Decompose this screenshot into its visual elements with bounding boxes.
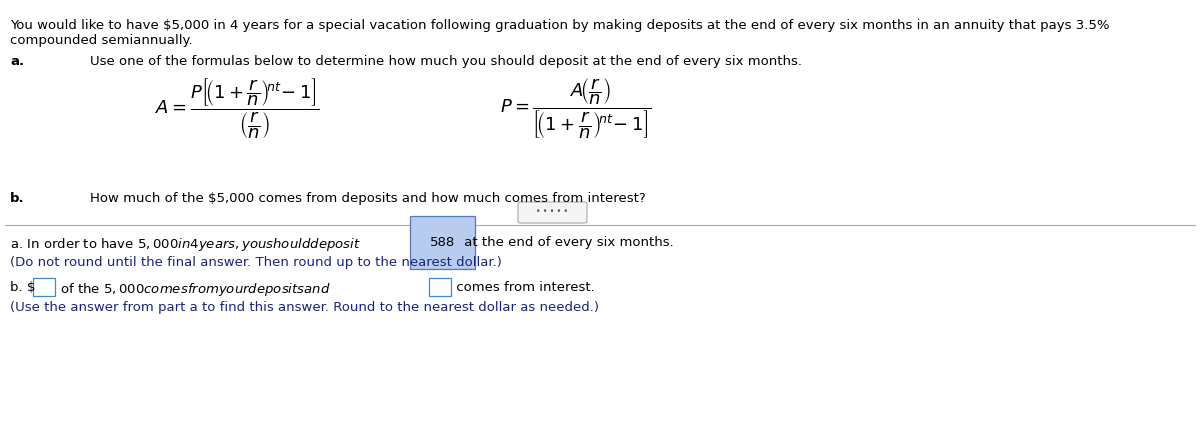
Text: Use one of the formulas below to determine how much you should deposit at the en: Use one of the formulas below to determi… xyxy=(90,55,802,68)
Text: comes from interest.: comes from interest. xyxy=(452,281,595,294)
Text: at the end of every six months.: at the end of every six months. xyxy=(460,236,673,249)
FancyBboxPatch shape xyxy=(430,278,451,296)
Text: a. In order to have $5,000 in 4 years, you should deposit $: a. In order to have $5,000 in 4 years, y… xyxy=(10,236,361,253)
Text: You would like to have $5,000 in 4 years for a special vacation following gradua: You would like to have $5,000 in 4 years… xyxy=(10,19,1110,32)
Text: 588: 588 xyxy=(430,236,455,249)
Text: (Do not round until the final answer. Then round up to the nearest dollar.): (Do not round until the final answer. Th… xyxy=(10,256,502,269)
Text: • • • • •: • • • • • xyxy=(536,208,568,217)
FancyBboxPatch shape xyxy=(518,202,587,223)
Text: a.: a. xyxy=(10,55,24,68)
Text: How much of the $5,000 comes from deposits and how much comes from interest?: How much of the $5,000 comes from deposi… xyxy=(90,192,646,205)
Text: of the $5,000 comes from your deposits and $: of the $5,000 comes from your deposits a… xyxy=(56,281,331,298)
Text: $P = \dfrac{A\!\left(\dfrac{r}{n}\right)}{\left[\!\left(1+\dfrac{r}{n}\right)^{\: $P = \dfrac{A\!\left(\dfrac{r}{n}\right)… xyxy=(500,77,652,141)
Text: b.: b. xyxy=(10,192,25,205)
Text: $A = \dfrac{P\left[\!\left(1+\dfrac{r}{n}\right)^{\!nt}\!-1\right]}{\left(\dfrac: $A = \dfrac{P\left[\!\left(1+\dfrac{r}{n… xyxy=(155,77,319,141)
FancyBboxPatch shape xyxy=(34,278,55,296)
Text: compounded semiannually.: compounded semiannually. xyxy=(10,34,193,47)
Text: b. $: b. $ xyxy=(10,281,35,294)
Text: (Use the answer from part a to find this answer. Round to the nearest dollar as : (Use the answer from part a to find this… xyxy=(10,301,599,314)
